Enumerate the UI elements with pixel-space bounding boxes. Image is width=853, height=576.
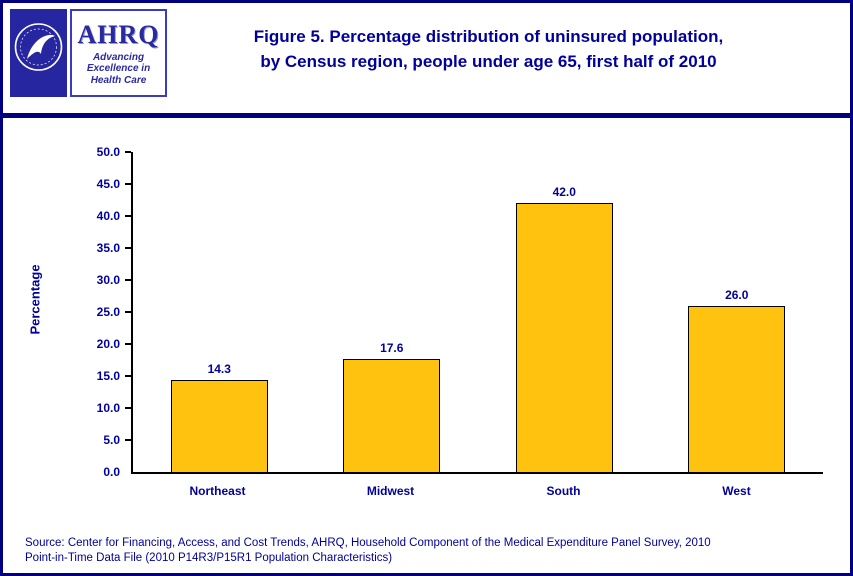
bar-slot: 26.0 <box>688 152 786 472</box>
y-tick-mark <box>125 247 131 249</box>
bar-chart: Percentage 14.3 17.6 42.0 26.0 50.0 45.0 40.0… <box>3 145 850 548</box>
ahrq-logo: AHRQ Advancing Excellence in Health Care <box>70 9 167 97</box>
y-tick-mark <box>125 183 131 185</box>
y-tick-mark <box>125 215 131 217</box>
y-tick-label: 25.0 <box>96 305 120 319</box>
header: AHRQ Advancing Excellence in Health Care… <box>3 3 850 113</box>
source-note: Source: Center for Financing, Access, an… <box>25 536 838 566</box>
bar-midwest: 17.6 <box>343 341 441 472</box>
ahrq-tagline-line2: Excellence in <box>86 63 151 75</box>
bar-value-label: 14.3 <box>207 362 231 377</box>
y-tick-mark <box>125 439 131 441</box>
header-divider <box>3 113 850 118</box>
page-title: Figure 5. Percentage distribution of uni… <box>167 9 840 74</box>
y-tick-mark <box>125 311 131 313</box>
bar-slot: 17.6 <box>343 152 441 472</box>
y-tick-label: 45.0 <box>96 177 120 191</box>
y-tick-label: 15.0 <box>96 369 120 383</box>
bar-value-label: 42.0 <box>552 185 576 200</box>
y-axis-title: Percentage <box>27 264 43 335</box>
y-tick-label: 40.0 <box>96 209 120 223</box>
ahrq-tagline-line1: Advancing <box>92 51 145 63</box>
x-axis-labels: Northeast Midwest South West <box>131 484 823 498</box>
x-axis-label-west: West <box>722 484 751 498</box>
source-note-line2: Point-in-Time Data File (2010 P14R3/P15R… <box>25 552 393 565</box>
ahrq-logo-text: AHRQ <box>77 19 160 49</box>
bar-value-label: 26.0 <box>725 287 749 302</box>
y-tick-label: 0.0 <box>103 465 120 479</box>
y-tick-label: 50.0 <box>96 145 120 159</box>
y-tick-mark <box>125 375 131 377</box>
bar-slot: 42.0 <box>515 152 613 472</box>
plot-area: 14.3 17.6 42.0 26.0 50.0 45.0 40.0 35.0 30.0 25.… <box>97 145 823 479</box>
page-title-line1: Figure 5. Percentage distribution of uni… <box>253 27 724 46</box>
bars: 14.3 17.6 42.0 26.0 <box>133 152 823 472</box>
bar-west: 26.0 <box>688 288 786 472</box>
y-tick-mark <box>125 343 131 345</box>
hhs-logo <box>10 9 67 97</box>
y-tick-label: 30.0 <box>96 273 120 287</box>
y-tick-label: 10.0 <box>96 401 120 415</box>
logo-group: AHRQ Advancing Excellence in Health Care <box>10 9 167 97</box>
y-tick-mark <box>125 279 131 281</box>
ahrq-tagline-line3: Health Care <box>90 74 147 86</box>
x-axis-label-northeast: Northeast <box>189 484 246 498</box>
y-tick-mark <box>125 407 131 409</box>
y-tick-label: 5.0 <box>103 433 120 447</box>
bar-value-label: 17.6 <box>380 341 404 356</box>
x-axis-label-south: South <box>546 484 581 498</box>
y-tick-mark <box>125 151 131 153</box>
ahrq-tagline: Advancing Excellence in Health Care <box>87 52 150 87</box>
bar-south: 42.0 <box>515 185 613 472</box>
page-title-line2: by Census region, people under age 65, f… <box>260 51 717 71</box>
bar-northeast: 14.3 <box>170 362 268 472</box>
y-tick-label: 20.0 <box>96 337 120 351</box>
bar-slot: 14.3 <box>170 152 268 472</box>
source-note-line1: Source: Center for Financing, Access, an… <box>25 537 711 550</box>
x-axis-label-midwest: Midwest <box>366 484 415 498</box>
y-tick-label: 35.0 <box>96 241 120 255</box>
